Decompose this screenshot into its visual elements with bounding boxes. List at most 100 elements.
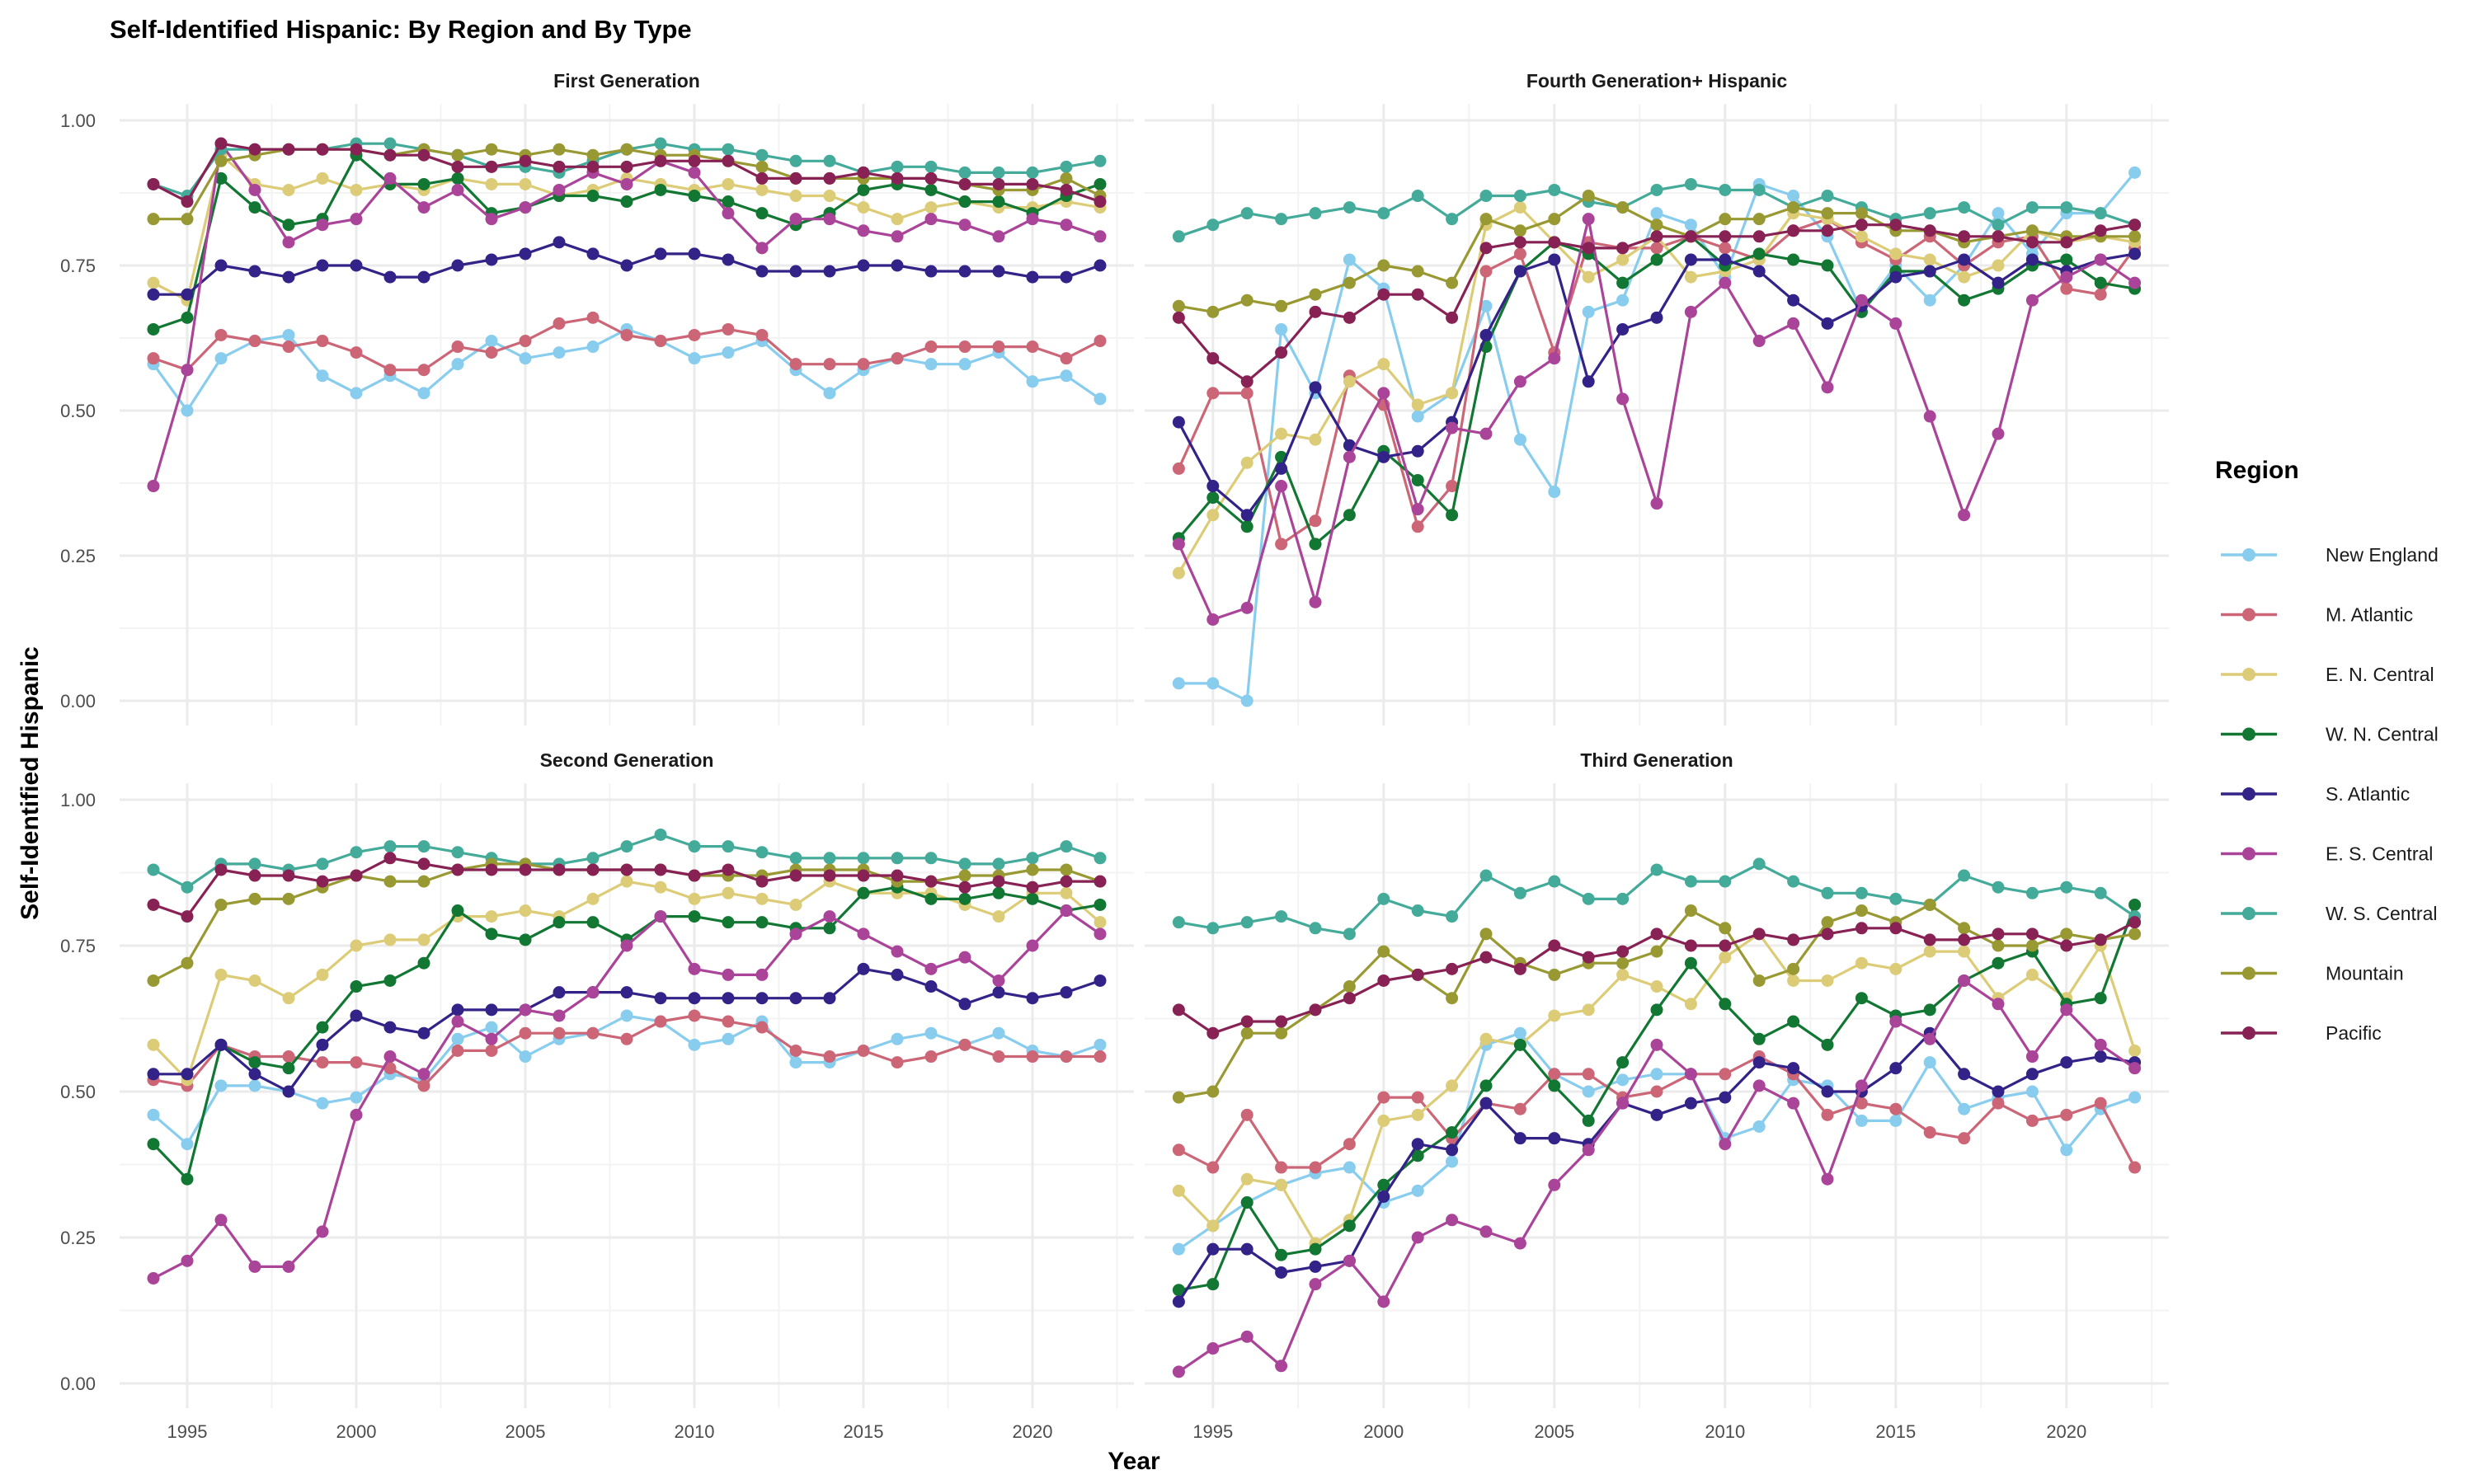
data-point	[586, 311, 600, 324]
series-e-s-central	[147, 904, 1107, 1285]
data-point	[1582, 1144, 1595, 1157]
data-point	[722, 886, 735, 899]
data-point	[1240, 1196, 1253, 1209]
data-point	[485, 1003, 498, 1017]
data-point	[147, 1138, 160, 1151]
data-point	[2060, 270, 2073, 284]
data-point	[958, 358, 971, 371]
data-point	[451, 148, 464, 162]
data-point	[147, 177, 160, 190]
data-point	[958, 881, 971, 894]
data-point	[316, 143, 329, 156]
data-point	[755, 207, 769, 220]
x-tick-label: 2010	[1705, 1421, 1745, 1442]
data-point	[1513, 1132, 1526, 1145]
data-point	[1513, 1026, 1526, 1040]
legend-item-w-n-central: W. N. Central	[2221, 724, 2439, 745]
data-point	[586, 148, 600, 162]
data-point	[1446, 509, 1459, 522]
data-point	[755, 160, 769, 173]
series-e-s-central	[1172, 213, 2142, 626]
data-point	[1719, 253, 1732, 266]
data-point	[1060, 904, 1073, 918]
data-point	[2094, 886, 2107, 899]
data-point	[147, 974, 160, 987]
data-point	[1923, 1032, 1936, 1045]
data-point	[1752, 928, 1766, 941]
data-point	[1548, 213, 1561, 226]
data-point	[2060, 201, 2073, 214]
data-point	[383, 875, 397, 888]
data-point	[789, 358, 802, 371]
data-point	[1060, 218, 1073, 232]
data-point	[1923, 253, 1936, 266]
data-point	[214, 328, 228, 341]
data-point	[1958, 294, 1971, 307]
series-line	[153, 1014, 1100, 1087]
data-point	[1616, 892, 1630, 905]
data-point	[2060, 236, 2073, 249]
data-point	[1026, 270, 1039, 284]
data-point	[1377, 358, 1390, 371]
data-point	[1992, 939, 2005, 952]
legend-key-point	[2242, 548, 2255, 561]
data-point	[1787, 190, 1800, 203]
data-point	[992, 875, 1005, 888]
data-point	[755, 265, 769, 278]
data-point	[383, 974, 397, 987]
data-point	[654, 881, 667, 894]
data-point	[1821, 381, 1834, 394]
data-point	[451, 259, 464, 272]
data-point	[958, 857, 971, 871]
data-point	[1309, 538, 1322, 551]
data-point	[2094, 1097, 2107, 1110]
series-mountain	[1172, 190, 2142, 318]
data-point	[248, 1056, 261, 1069]
data-point	[1377, 450, 1390, 463]
data-point	[1752, 247, 1766, 261]
data-point	[1923, 1056, 1936, 1069]
data-point	[891, 1032, 904, 1045]
data-point	[1240, 601, 1253, 614]
data-point	[485, 928, 498, 941]
data-point	[722, 863, 735, 876]
data-point	[1240, 509, 1253, 522]
data-point	[755, 916, 769, 929]
data-point	[248, 892, 261, 905]
data-point	[1958, 201, 1971, 214]
data-point	[2094, 253, 2107, 266]
data-point	[485, 1044, 498, 1057]
data-point	[1855, 904, 1868, 918]
data-point	[1172, 1295, 1185, 1308]
data-point	[1172, 1091, 1185, 1104]
data-point	[722, 840, 735, 853]
data-point	[1958, 1102, 1971, 1115]
data-point	[1094, 230, 1107, 243]
data-point	[1719, 951, 1732, 964]
data-point	[248, 974, 261, 987]
data-point	[519, 352, 532, 365]
data-point	[857, 852, 870, 865]
legend: Region New England M. Atlantic E. N. Centr…	[2215, 457, 2439, 1044]
data-point	[857, 962, 870, 975]
data-point	[383, 137, 397, 150]
data-point	[1411, 1138, 1424, 1151]
data-point	[620, 195, 633, 209]
data-point	[282, 992, 295, 1005]
data-point	[147, 288, 160, 301]
data-point	[1582, 1114, 1595, 1127]
data-point	[1172, 566, 1185, 580]
data-point	[1855, 1097, 1868, 1110]
data-point	[1026, 881, 1039, 894]
data-point	[1377, 1190, 1390, 1203]
data-point	[1684, 305, 1697, 318]
data-point	[1343, 992, 1356, 1005]
facet-panels: First Generation 0.00 0.25 0.50 0.75 1.00 Four…	[60, 70, 2169, 1442]
data-point	[214, 1079, 228, 1092]
data-point	[1650, 183, 1663, 196]
data-point	[1548, 352, 1561, 365]
data-point	[688, 962, 701, 975]
data-point	[755, 846, 769, 859]
data-point	[722, 253, 735, 266]
